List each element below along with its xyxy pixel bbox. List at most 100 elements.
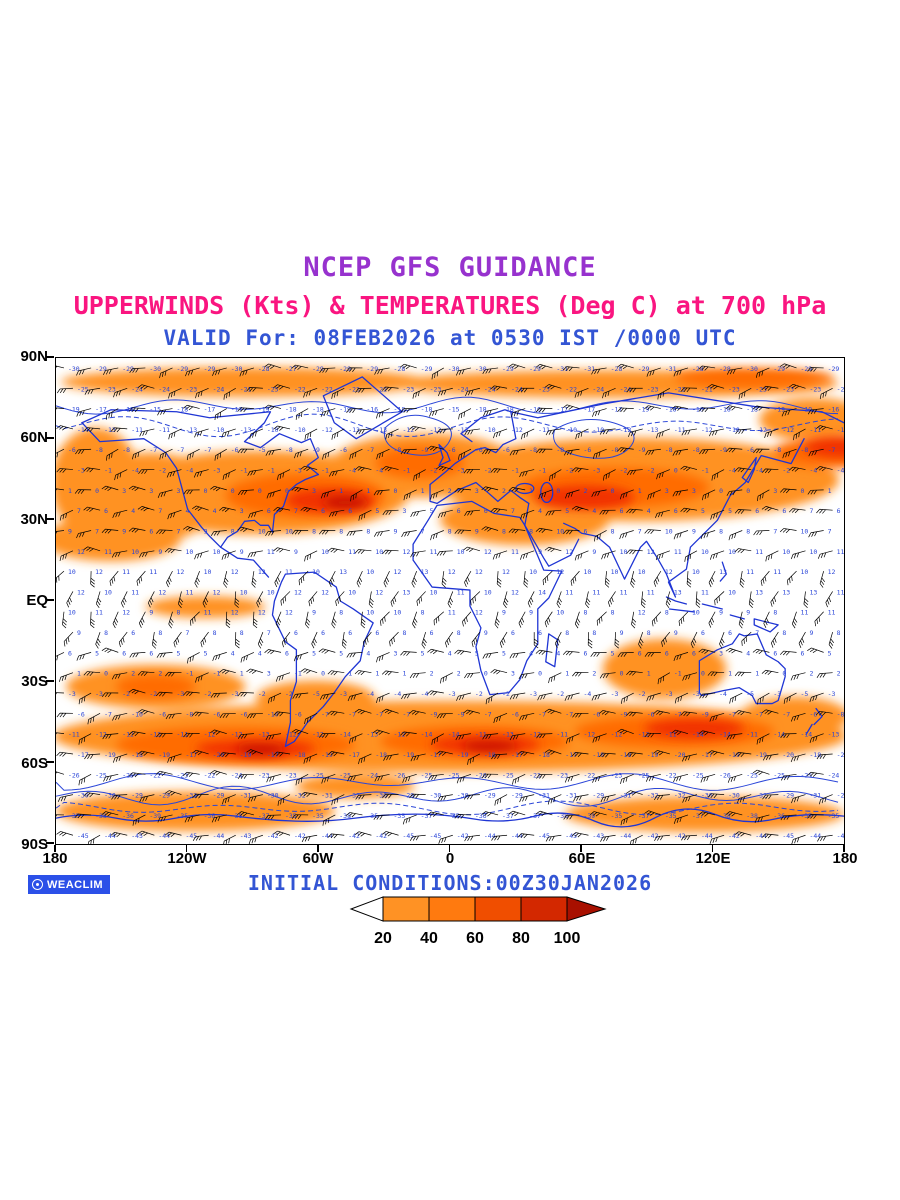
svg-text:12: 12: [502, 568, 510, 576]
svg-text:11: 11: [267, 548, 275, 556]
svg-text:-29: -29: [131, 792, 143, 800]
svg-text:-12: -12: [620, 426, 632, 434]
chart-title: NCEP GFS GUIDANCE: [303, 252, 597, 283]
svg-text:1: 1: [647, 670, 651, 678]
temperature-values: -30 -29 -29 -30 -29 -29 -30 -28 -27 -29 -29 -29 -28-…: [68, 365, 844, 840]
svg-text:11: 11: [755, 548, 763, 556]
svg-text:7: 7: [421, 527, 425, 535]
svg-text:-9: -9: [701, 710, 709, 718]
svg-text:-35: -35: [312, 812, 324, 820]
svg-text:-12: -12: [285, 731, 297, 739]
svg-text:12: 12: [511, 588, 519, 596]
svg-text:13: 13: [339, 568, 347, 576]
svg-text:3: 3: [403, 507, 407, 515]
svg-text:-29: -29: [204, 365, 216, 373]
svg-text:12: 12: [647, 548, 655, 556]
svg-text:-35: -35: [285, 812, 297, 820]
svg-text:-4: -4: [421, 690, 429, 698]
svg-text:-10: -10: [131, 710, 143, 718]
svg-text:12: 12: [828, 568, 836, 576]
svg-text:-2: -2: [158, 467, 166, 475]
svg-text:0: 0: [394, 487, 398, 495]
svg-text:5: 5: [701, 507, 705, 515]
svg-text:-17: -17: [556, 406, 568, 414]
svg-text:-4: -4: [185, 467, 193, 475]
lat-label-30n: 30N: [20, 511, 48, 528]
svg-text:-22: -22: [665, 771, 677, 779]
svg-text:-23: -23: [348, 385, 360, 393]
svg-text:7: 7: [828, 527, 832, 535]
svg-text:6: 6: [321, 507, 325, 515]
svg-text:-19: -19: [755, 751, 767, 759]
svg-text:12: 12: [294, 588, 302, 596]
svg-text:13: 13: [403, 588, 411, 596]
svg-text:-9: -9: [421, 446, 429, 454]
svg-text:0: 0: [95, 487, 99, 495]
svg-text:-7: -7: [565, 710, 573, 718]
svg-text:-31: -31: [565, 792, 577, 800]
brand-label: WEACLIM: [47, 878, 104, 891]
svg-text:10: 10: [131, 548, 139, 556]
svg-text:-45: -45: [185, 832, 197, 840]
svg-text:-44: -44: [755, 832, 767, 840]
svg-text:12: 12: [394, 568, 402, 576]
svg-text:10: 10: [213, 548, 221, 556]
svg-text:-16: -16: [692, 406, 704, 414]
svg-text:11: 11: [828, 609, 836, 617]
svg-text:10: 10: [457, 548, 465, 556]
svg-text:-4: -4: [583, 690, 591, 698]
svg-text:-42: -42: [294, 832, 306, 840]
svg-text:12: 12: [231, 568, 239, 576]
svg-text:-28: -28: [394, 365, 406, 373]
svg-text:-11: -11: [131, 426, 143, 434]
svg-text:6: 6: [511, 629, 515, 637]
colorbar-tick-100: 100: [554, 930, 581, 947]
svg-text:8: 8: [529, 527, 533, 535]
svg-text:6: 6: [638, 649, 642, 657]
svg-text:0: 0: [204, 487, 208, 495]
svg-text:-23: -23: [258, 771, 270, 779]
svg-text:-42: -42: [647, 832, 659, 840]
svg-text:-14: -14: [448, 731, 460, 739]
svg-text:-24: -24: [231, 771, 243, 779]
svg-text:-14: -14: [339, 731, 351, 739]
svg-text:2: 2: [809, 670, 813, 678]
svg-text:-25: -25: [692, 771, 704, 779]
svg-text:6: 6: [837, 507, 841, 515]
svg-text:-25: -25: [801, 771, 813, 779]
colorbar-seg-60-80: [474, 896, 522, 922]
svg-text:9: 9: [394, 527, 398, 535]
svg-text:11: 11: [565, 588, 573, 596]
svg-text:5: 5: [95, 649, 99, 657]
svg-text:2: 2: [583, 487, 587, 495]
svg-text:-24: -24: [131, 385, 143, 393]
svg-text:12: 12: [176, 568, 184, 576]
svg-text:8: 8: [104, 629, 108, 637]
svg-text:-6: -6: [592, 710, 600, 718]
svg-text:-24: -24: [484, 385, 496, 393]
svg-text:-3: -3: [294, 467, 302, 475]
svg-text:-2: -2: [620, 467, 628, 475]
svg-text:5: 5: [475, 649, 479, 657]
svg-text:-32: -32: [185, 792, 197, 800]
svg-text:12: 12: [258, 568, 266, 576]
svg-text:-28: -28: [611, 365, 623, 373]
svg-text:-25: -25: [267, 385, 279, 393]
svg-text:12: 12: [95, 568, 103, 576]
svg-text:-18: -18: [484, 751, 496, 759]
svg-text:6: 6: [701, 629, 705, 637]
svg-text:7: 7: [95, 527, 99, 535]
svg-text:6: 6: [457, 507, 461, 515]
svg-text:-12: -12: [755, 426, 767, 434]
svg-text:10: 10: [583, 568, 591, 576]
svg-text:4: 4: [647, 507, 651, 515]
svg-text:1: 1: [339, 487, 343, 495]
svg-text:-12: -12: [403, 426, 415, 434]
svg-text:-35: -35: [665, 812, 677, 820]
svg-text:2: 2: [448, 487, 452, 495]
svg-text:6: 6: [267, 507, 271, 515]
svg-text:8: 8: [746, 527, 750, 535]
svg-text:11: 11: [801, 609, 809, 617]
svg-text:-14: -14: [692, 731, 704, 739]
svg-text:-35: -35: [611, 812, 623, 820]
